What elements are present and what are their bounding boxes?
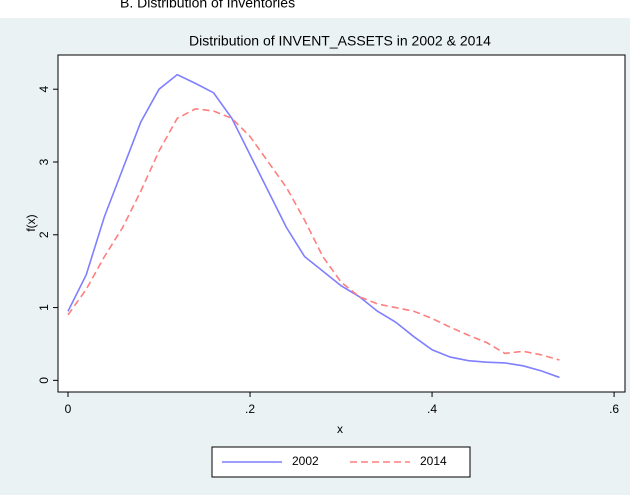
legend-label: 2014 — [420, 454, 447, 468]
series-line — [67, 108, 560, 361]
y-tick-label: 2 — [37, 231, 51, 238]
legend-label: 2002 — [292, 454, 319, 468]
heading: B. Distribution of Inventories — [120, 0, 295, 11]
x-tick-label: .4 — [427, 402, 437, 416]
x-tick-label: .2 — [245, 402, 255, 416]
y-tick-label: 1 — [37, 304, 51, 311]
y-tick-label: 3 — [37, 158, 51, 165]
x-tick-label: 0 — [65, 402, 72, 416]
x-tick-label: .6 — [609, 402, 619, 416]
plot-area — [57, 54, 626, 393]
series-line — [67, 73, 560, 379]
y-tick-label: 0 — [37, 377, 51, 384]
chart-title: Distribution of INVENT_ASSETS in 2002 & … — [189, 33, 491, 49]
y-tick-label: 4 — [37, 86, 51, 93]
x-axis-label: x — [337, 422, 343, 436]
y-axis-label: f(x) — [24, 214, 38, 231]
